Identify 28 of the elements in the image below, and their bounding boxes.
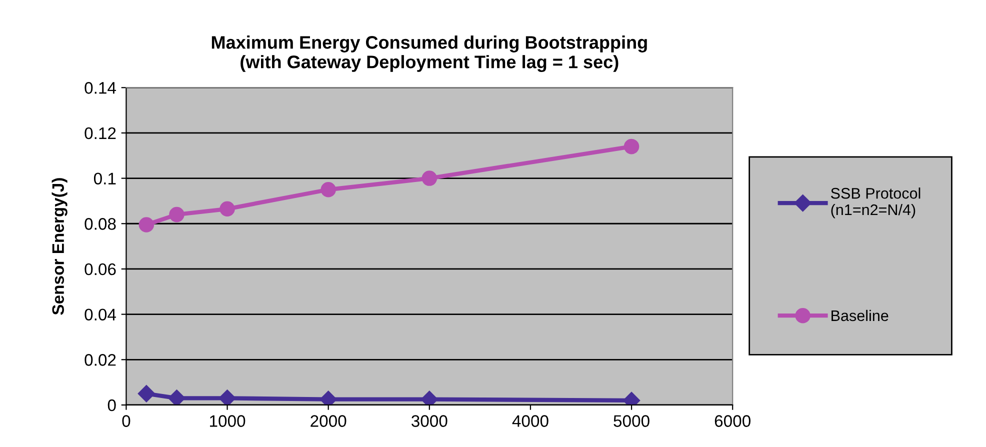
point bbox=[138, 385, 155, 402]
y-tick-label: 0.14 bbox=[84, 82, 116, 94]
point bbox=[624, 138, 640, 154]
y-tick-label: 0.02 bbox=[84, 354, 116, 366]
legend-label: SSB Protocol (n1=n2=N/4) bbox=[831, 188, 920, 218]
y-tick-label: 0.06 bbox=[84, 263, 116, 276]
y-tick-label: 0.12 bbox=[84, 127, 116, 140]
point bbox=[220, 201, 235, 217]
x-tick-label: 6000 bbox=[714, 415, 750, 427]
y-tick-label: 0 bbox=[108, 399, 116, 412]
y-tick-label: 0.04 bbox=[84, 308, 116, 321]
chart-title: Maximum Energy Consumed during Bootstrapping (with Gateway Deployment Time lag = 1 sec) bbox=[212, 36, 647, 72]
x-tick-label: 1000 bbox=[210, 415, 246, 427]
point bbox=[169, 206, 184, 222]
x-tick-label: 2000 bbox=[310, 415, 346, 427]
x-tick-label: 0 bbox=[122, 415, 130, 427]
x-tick-label: 5000 bbox=[614, 415, 650, 427]
x-tick-label: 4000 bbox=[512, 415, 548, 427]
y-axis-title: Sensor Energy(J) bbox=[52, 178, 68, 315]
legend-label: Baseline bbox=[832, 310, 888, 322]
y-tick-label: 0.1 bbox=[94, 172, 116, 184]
y-tick-label: 0.08 bbox=[84, 218, 116, 230]
x-tick-label: 3000 bbox=[412, 415, 448, 427]
point bbox=[422, 170, 438, 186]
point bbox=[138, 217, 154, 232]
point bbox=[168, 390, 186, 405]
point bbox=[218, 390, 236, 405]
point bbox=[320, 182, 336, 198]
